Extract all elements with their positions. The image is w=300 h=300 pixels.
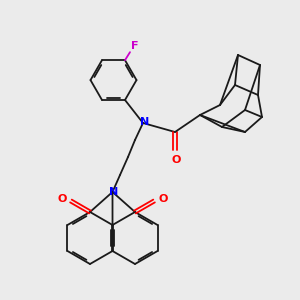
Text: O: O (171, 155, 181, 165)
Text: F: F (131, 41, 139, 51)
Text: N: N (140, 117, 150, 127)
Text: N: N (109, 187, 118, 197)
Text: O: O (158, 194, 168, 204)
Text: O: O (57, 194, 67, 204)
